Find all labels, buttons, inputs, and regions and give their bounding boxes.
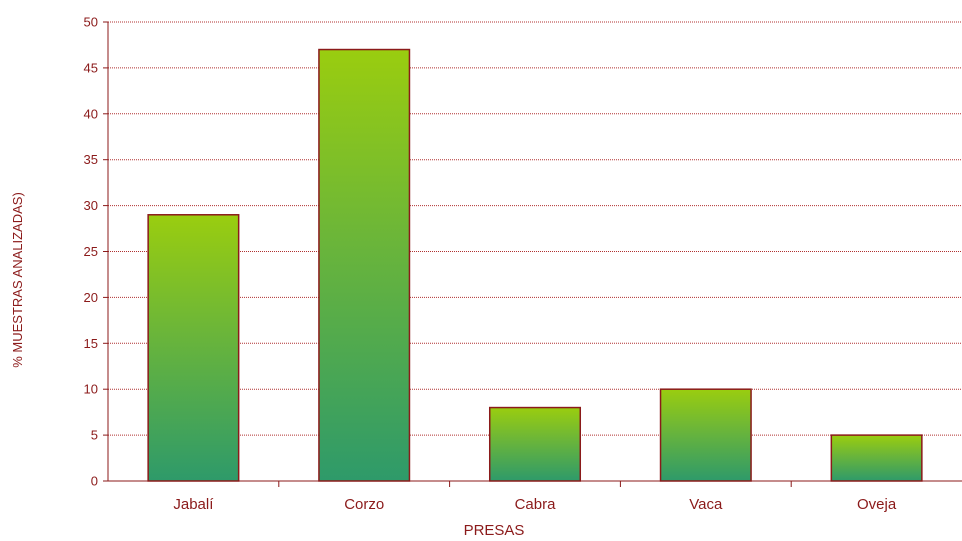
y-tick-label: 0: [91, 474, 98, 489]
y-tick-label: 50: [84, 15, 98, 30]
x-tick-label: Cabra: [515, 496, 557, 513]
y-tick-label: 10: [84, 382, 98, 397]
bars: [147, 48, 923, 482]
gridlines: [108, 21, 962, 436]
x-tick-labels: Jabalí Corzo Cabra Vaca Oveja: [173, 496, 896, 513]
y-tick-label: 25: [84, 244, 98, 259]
y-tick-labels: 0 5 10 15 20 25 30 35 40 45 50: [84, 15, 98, 489]
bar-cabra: [488, 406, 582, 482]
y-tick-label: 45: [84, 60, 98, 75]
y-tick-label: 20: [84, 290, 98, 305]
bar-corzo: [318, 48, 411, 482]
x-axis-title: PRESAS: [464, 522, 525, 539]
x-tick-label: Vaca: [689, 496, 723, 513]
y-tick-label: 40: [84, 106, 98, 121]
y-axis-title: % MUESTRAS ANALIZADAS): [10, 192, 25, 368]
x-tick-label: Jabalí: [173, 496, 214, 513]
y-tick-label: 5: [91, 428, 98, 443]
bar-vaca: [659, 388, 752, 482]
x-tick-label: Oveja: [857, 496, 897, 513]
bar-jabalí: [147, 214, 240, 482]
x-tick-label: Corzo: [344, 496, 384, 513]
bar-oveja: [830, 434, 923, 482]
y-tick-label: 35: [84, 152, 98, 167]
y-tick-label: 15: [84, 336, 98, 351]
y-tick-label: 30: [84, 198, 98, 213]
